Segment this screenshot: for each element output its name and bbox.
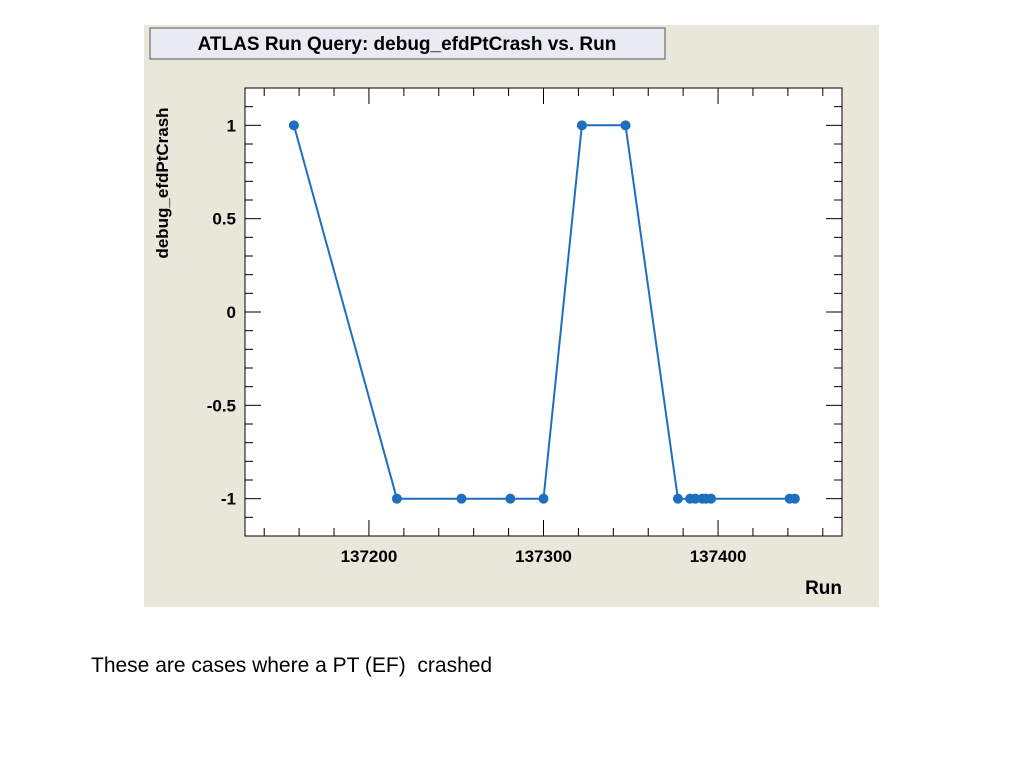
data-point [538,493,549,504]
data-point [576,120,587,131]
series-group [288,120,800,504]
y-tick-label: 1 [227,116,236,135]
y-axis-ticks [245,87,842,537]
data-point [391,493,402,504]
chart-title-box: ATLAS Run Query: debug_efdPtCrash vs. Ru… [149,27,666,60]
data-point [288,120,299,131]
y-tick-label: -0.5 [207,396,236,415]
chart-title-background [149,27,666,60]
data-point [620,120,631,131]
plot-area [244,87,843,537]
y-tick-label: 0 [227,303,236,322]
data-point [672,493,683,504]
x-axis-tick-labels: 137200 137300 137400 [341,547,747,566]
x-tick-label: 137300 [515,547,572,566]
y-axis-label: debug_efdPtCrash [153,107,172,258]
chart: ATLAS Run Query: debug_efdPtCrash vs. Ru… [144,25,879,607]
y-tick-label: 0.5 [212,210,236,229]
x-axis-ticks [263,88,824,536]
data-point [505,493,516,504]
data-point [789,493,800,504]
y-tick-label: -1 [221,490,236,509]
slide-caption: These are cases where a PT (EF) crashed [91,654,493,677]
x-tick-label: 137400 [690,547,747,566]
data-point [706,493,717,504]
chart-title: ATLAS Run Query: debug_efdPtCrash vs. Ru… [198,34,617,55]
x-axis-label: Run [805,578,842,599]
data-point [690,493,701,504]
y-axis-tick-labels: 1 0.5 0 -0.5 -1 [207,116,236,508]
x-tick-label: 137200 [341,547,398,566]
data-point [456,493,467,504]
